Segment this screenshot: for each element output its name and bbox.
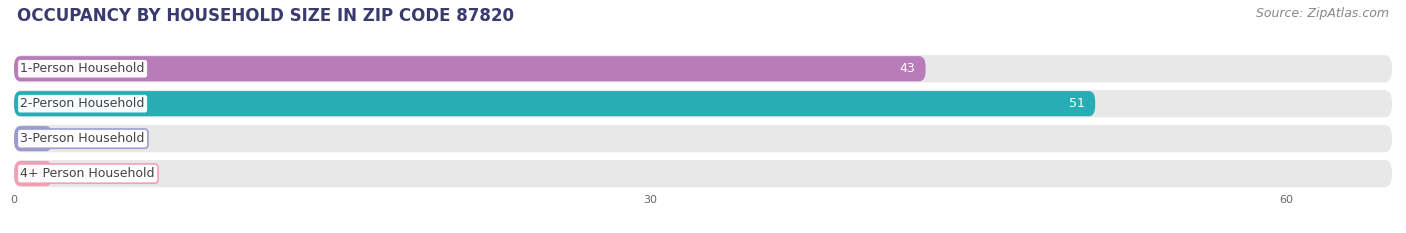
Text: 3-Person Household: 3-Person Household (21, 132, 145, 145)
FancyBboxPatch shape (14, 125, 1392, 152)
FancyBboxPatch shape (14, 55, 1392, 82)
FancyBboxPatch shape (14, 160, 1392, 187)
Text: 1-Person Household: 1-Person Household (21, 62, 145, 75)
Text: OCCUPANCY BY HOUSEHOLD SIZE IN ZIP CODE 87820: OCCUPANCY BY HOUSEHOLD SIZE IN ZIP CODE … (17, 7, 513, 25)
Text: 43: 43 (900, 62, 915, 75)
Text: 2-Person Household: 2-Person Household (21, 97, 145, 110)
FancyBboxPatch shape (14, 56, 925, 81)
FancyBboxPatch shape (14, 91, 1095, 116)
FancyBboxPatch shape (14, 126, 52, 151)
Text: 51: 51 (1069, 97, 1084, 110)
Text: Source: ZipAtlas.com: Source: ZipAtlas.com (1256, 7, 1389, 20)
Text: 0: 0 (69, 167, 77, 180)
Text: 4+ Person Household: 4+ Person Household (21, 167, 155, 180)
Text: 0: 0 (69, 132, 77, 145)
FancyBboxPatch shape (14, 90, 1392, 117)
FancyBboxPatch shape (14, 161, 52, 186)
